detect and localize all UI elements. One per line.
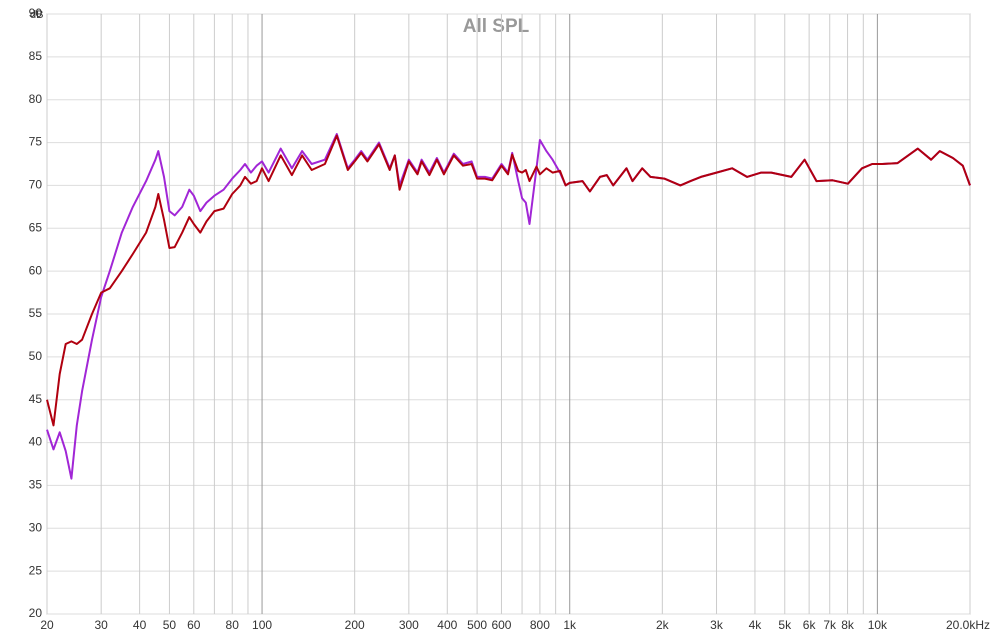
x-tick-label: 80: [226, 618, 240, 632]
y-tick-label: 30: [29, 520, 43, 534]
x-tick-label: 400: [437, 618, 457, 632]
x-tick-label: 60: [187, 618, 201, 632]
y-tick-label: 40: [29, 435, 43, 449]
y-tick-label: 60: [29, 263, 43, 277]
x-tick-label: 800: [530, 618, 550, 632]
y-tick-label: 25: [29, 563, 43, 577]
x-tick-label: 40: [133, 618, 147, 632]
x-tick-label: 500: [467, 618, 487, 632]
x-tick-label: 10k: [868, 618, 888, 632]
x-tick-label: 20.0kHz: [946, 618, 990, 632]
y-tick-label: 20: [29, 606, 43, 620]
y-tick-label: 65: [29, 220, 43, 234]
y-tick-label: 80: [29, 92, 43, 106]
x-tick-label: 5k: [778, 618, 792, 632]
x-tick-label: 300: [399, 618, 419, 632]
x-tick-label: 4k: [749, 618, 763, 632]
x-tick-label: 2k: [656, 618, 670, 632]
x-tick-label: 8k: [841, 618, 855, 632]
y-axis-label: dB: [30, 9, 43, 21]
y-tick-label: 45: [29, 392, 43, 406]
series-line: [46, 134, 971, 427]
y-tick-label: 35: [29, 478, 43, 492]
x-tick-label: 100: [252, 618, 272, 632]
x-tick-label: 1k: [563, 618, 577, 632]
x-tick-label: 6k: [803, 618, 817, 632]
y-tick-label: 55: [29, 306, 43, 320]
chart-title: All SPL: [463, 16, 530, 37]
x-tick-label: 7k: [823, 618, 837, 632]
y-tick-label: 75: [29, 135, 43, 149]
y-tick-label: 90: [29, 6, 43, 20]
x-tick-label: 30: [94, 618, 108, 632]
x-tick-label: 20: [40, 618, 54, 632]
y-tick-label: 70: [29, 178, 43, 192]
x-tick-label: 200: [345, 618, 365, 632]
x-tick-label: 3k: [710, 618, 724, 632]
x-tick-label: 600: [491, 618, 511, 632]
y-tick-label: 85: [29, 49, 43, 63]
y-tick-label: 50: [29, 349, 43, 363]
x-tick-label: 50: [163, 618, 177, 632]
